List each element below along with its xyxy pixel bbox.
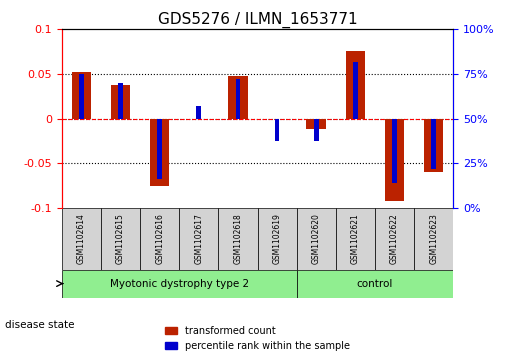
FancyBboxPatch shape <box>297 208 336 269</box>
Bar <box>346 50 365 119</box>
Bar <box>385 119 404 201</box>
FancyBboxPatch shape <box>375 208 414 269</box>
FancyBboxPatch shape <box>101 208 140 269</box>
Text: GSM1102617: GSM1102617 <box>194 213 203 264</box>
Bar <box>150 119 169 186</box>
Text: GSM1102615: GSM1102615 <box>116 213 125 264</box>
Text: GSM1102622: GSM1102622 <box>390 213 399 264</box>
Text: GSM1102618: GSM1102618 <box>233 213 243 264</box>
Bar <box>274 119 280 141</box>
Bar <box>353 62 358 119</box>
FancyBboxPatch shape <box>297 269 453 298</box>
Bar <box>118 83 123 119</box>
Text: GSM1102620: GSM1102620 <box>312 213 321 264</box>
FancyBboxPatch shape <box>140 208 179 269</box>
Bar <box>235 79 241 119</box>
Bar <box>392 119 397 183</box>
Bar <box>228 76 248 119</box>
Bar <box>157 119 162 179</box>
FancyBboxPatch shape <box>179 208 218 269</box>
Text: GSM1102616: GSM1102616 <box>155 213 164 264</box>
Bar <box>431 119 436 169</box>
FancyBboxPatch shape <box>218 208 258 269</box>
Bar <box>111 85 130 119</box>
Bar <box>196 106 201 119</box>
Bar <box>72 72 91 119</box>
Bar <box>424 119 443 172</box>
Title: GDS5276 / ILMN_1653771: GDS5276 / ILMN_1653771 <box>158 12 357 28</box>
FancyBboxPatch shape <box>62 208 101 269</box>
Text: Myotonic dystrophy type 2: Myotonic dystrophy type 2 <box>110 278 249 289</box>
Bar <box>314 119 319 141</box>
Text: GSM1102619: GSM1102619 <box>272 213 282 264</box>
Bar <box>306 119 326 129</box>
FancyBboxPatch shape <box>62 269 297 298</box>
Text: disease state: disease state <box>5 320 75 330</box>
FancyBboxPatch shape <box>336 208 375 269</box>
FancyBboxPatch shape <box>414 208 453 269</box>
FancyBboxPatch shape <box>258 208 297 269</box>
Text: GSM1102623: GSM1102623 <box>429 213 438 264</box>
Legend: transformed count, percentile rank within the sample: transformed count, percentile rank withi… <box>161 322 354 355</box>
Text: control: control <box>357 278 393 289</box>
Text: GSM1102621: GSM1102621 <box>351 213 360 264</box>
Text: GSM1102614: GSM1102614 <box>77 213 86 264</box>
Bar <box>79 74 84 119</box>
